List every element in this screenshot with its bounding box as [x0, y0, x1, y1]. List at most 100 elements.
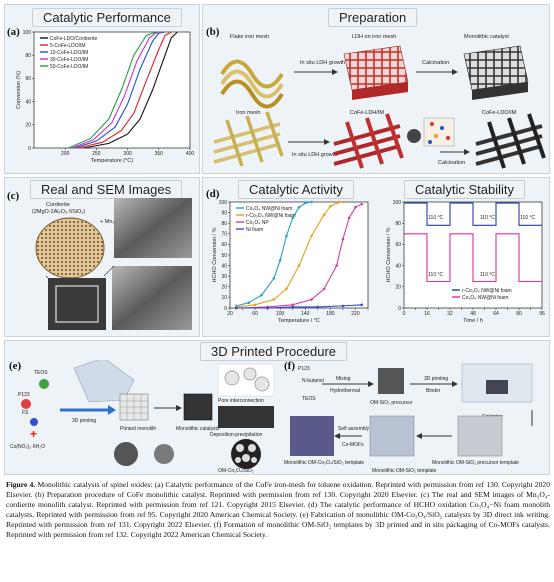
x-tick-label: 400 — [186, 151, 195, 157]
data-point — [291, 216, 295, 220]
ldh-structure-zoom — [423, 117, 455, 147]
y-tick-label: 20 — [25, 123, 31, 129]
series-line-1 — [236, 201, 344, 308]
panel-f-illustration: P123 N-butanol TEOS Mixing Hydrothermal … — [284, 363, 533, 474]
label-deposition-precipitation: Deposition-precipitation — [210, 432, 262, 438]
data-point — [360, 202, 364, 206]
y-tick-label: 10 — [221, 295, 227, 301]
chart-d-activity: 20 60 100 140 180 2200102030405060708090100Te… — [212, 200, 369, 324]
x-tick-label: 250 — [92, 151, 101, 157]
series-line-2 — [236, 203, 362, 309]
om-sio2-template — [369, 415, 415, 457]
series-line-1 — [404, 233, 542, 283]
label-in-situ-ldh-growth-top: In situ LDH growth — [300, 60, 345, 66]
y-axis-label: HCHO Conversion / % — [386, 227, 392, 282]
temperature-annotation: 150 °C — [500, 196, 516, 198]
data-point — [285, 234, 288, 238]
x-tick-label: 200 — [61, 151, 70, 157]
label-calcination-top: Calcination — [422, 60, 449, 66]
label-3d-printing: 3D printing — [72, 418, 96, 424]
data-point — [310, 200, 313, 204]
plot-area — [33, 31, 191, 149]
panel-e-title: 3D Printed Procedure — [200, 342, 348, 361]
panel-f-label: (f) — [284, 360, 295, 372]
x-tick-label: 180 — [326, 311, 335, 317]
x-axis-label: Temperature / °C — [278, 318, 320, 324]
data-point — [266, 306, 269, 310]
cordierite-label: Cordierite — [46, 202, 70, 208]
panel-d-title-left: Catalytic Activity — [238, 180, 354, 199]
panel-c-label: (c) — [7, 190, 20, 202]
label-self-assembly: Self assembly — [338, 426, 370, 432]
data-point — [335, 264, 338, 267]
series-line-0 — [404, 202, 542, 226]
panel-c-title: Real and SEM Images — [30, 180, 183, 199]
legend-entry-0: CoFe-LDO/Cordierite — [50, 36, 97, 42]
y-tick-label: 60 — [395, 242, 401, 248]
legend-entry-2: 10-CoFe-LDO/IM — [50, 50, 88, 56]
y-tick-label: 20 — [395, 285, 401, 291]
data-point — [272, 277, 276, 280]
temperature-annotation: 110 °C — [428, 272, 443, 278]
label-binder: Binder — [426, 388, 441, 394]
panel-b-label: (b) — [206, 26, 220, 38]
temperature-annotation: 110 °C — [480, 272, 495, 278]
x-tick-label: 48 — [470, 311, 476, 317]
panel-d-title-right: Catalytic Stability — [404, 180, 525, 199]
label-hydrothermal: Hydrothermal — [330, 388, 360, 394]
data-point — [322, 213, 326, 217]
temperature-annotation: 150 °C — [405, 196, 421, 198]
y-tick-label: 60 — [221, 242, 227, 248]
data-point — [291, 303, 295, 307]
data-point — [310, 298, 313, 301]
label-n-butanol: N-butanol — [302, 378, 324, 384]
y-tick-label: 0 — [398, 306, 401, 312]
iron-mesh — [213, 111, 284, 167]
y-tick-label: 80 — [221, 221, 227, 227]
panel-e-illustration: TEOS P123 FS Co(NO₃)₂·6H₂O + 3D printing… — [10, 360, 275, 474]
y-tick-label: 60 — [25, 76, 31, 82]
data-point — [341, 237, 345, 241]
y-tick-label: 100 — [23, 30, 32, 36]
legend-entry-1: 5-CoFe-LDO/IM — [50, 43, 86, 49]
label-printed-monolith: Printed monolith — [120, 426, 156, 432]
label-cofe-ldo-im: CoFe-LDO/IM — [482, 110, 517, 116]
caption-text: Monolithic catalysts of spinel oxides: (… — [6, 480, 550, 540]
data-point — [234, 306, 238, 310]
label-om-sio2-template: Monolithic OM-SiO₂ template — [372, 468, 437, 474]
legend-entry-1: Co₃O₄ NW@Ni foam — [462, 295, 508, 301]
temperature-annotation: 110 °C — [520, 215, 535, 221]
y-tick-label: 40 — [221, 263, 227, 269]
label-om-co3o4-sio2: OM-Co₃O₄/SiO₂ — [218, 468, 254, 474]
cofe-ldh-im — [333, 113, 421, 169]
x-tick-label: 64 — [493, 311, 499, 317]
label-monolithic-catalyst: Monolithic catalyst — [464, 34, 509, 40]
y-tick-label: 40 — [25, 99, 31, 105]
legend-entry-3: 30-CoFe-LDO/IM — [50, 57, 88, 63]
y-tick-label: 50 — [221, 253, 227, 259]
label-om-sio2-precursor: OM-SiO₂ precursor — [370, 400, 413, 406]
data-point — [260, 293, 263, 297]
x-tick-label: 60 — [252, 311, 258, 317]
temperature-annotation: 110 °C — [428, 215, 443, 221]
svg-text:+: + — [30, 427, 37, 441]
series-line-0 — [83, 31, 178, 149]
data-point — [360, 303, 364, 307]
figure-caption: Figure 4. Monolithic catalysts of spinel… — [6, 480, 550, 541]
caption-label: Figure 4. — [6, 480, 36, 489]
label-p123: P123 — [18, 392, 30, 398]
label-iron-mesh: Iron mesh — [236, 110, 260, 116]
data-point — [335, 201, 338, 205]
panel-b-title: Preparation — [328, 8, 418, 27]
data-point — [297, 206, 301, 209]
label-teos: TEOS — [34, 370, 48, 376]
data-point — [341, 200, 345, 204]
legend-entry-2: Co₃O₄ NP — [246, 220, 269, 226]
mn3o4-label: + Mn₃O₄ — [100, 219, 122, 225]
data-point — [341, 304, 345, 308]
label-flake-iron-mesh: Flake iron mesh — [230, 34, 269, 40]
monolithic-catalyst — [463, 45, 529, 100]
legend-entry-4: 50-CoFe-LDO/IM — [50, 64, 88, 70]
data-point — [347, 216, 351, 220]
sem-image-bottom-left — [48, 278, 106, 330]
